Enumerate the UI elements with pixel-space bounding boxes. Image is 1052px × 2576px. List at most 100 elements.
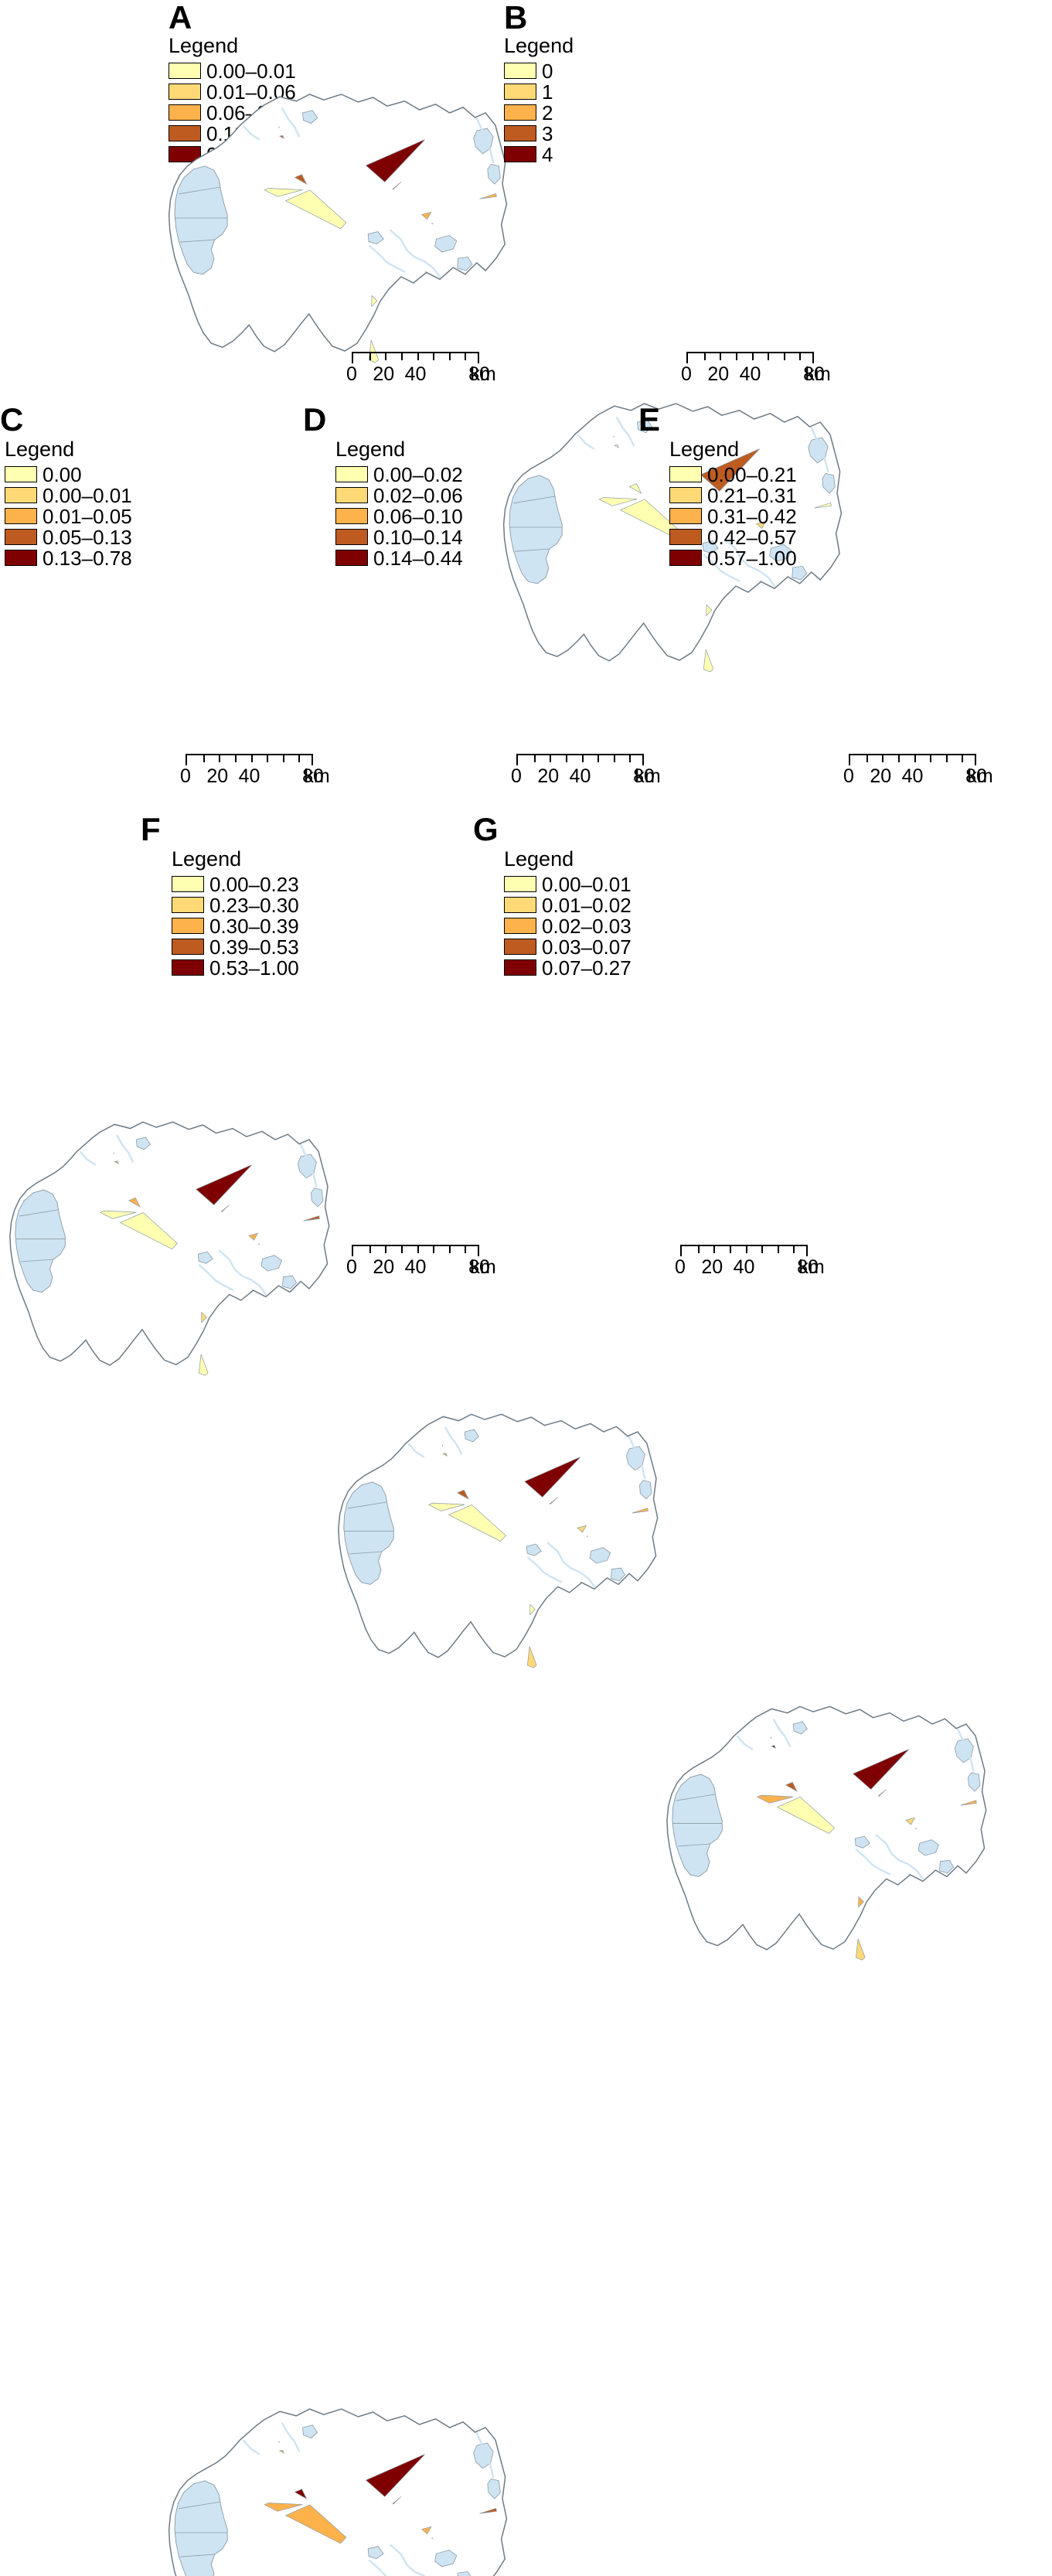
scale-bar-label: 40: [733, 1256, 755, 1278]
scale-bar-tick: [448, 353, 451, 360]
legend-swatch: [669, 466, 702, 482]
legend-swatch: [504, 63, 536, 79]
panel-letter-a: A: [169, 0, 192, 36]
sector-polygon: [277, 126, 280, 129]
sector-polygon: [284, 189, 347, 230]
scale-bar-tick: [550, 755, 552, 762]
country-outline: [502, 403, 843, 662]
legend-swatch: [504, 959, 536, 976]
scale-bar-tick: [793, 1246, 795, 1253]
scale-bar-tick: [465, 1246, 467, 1253]
scale-bar-tick: [713, 1246, 716, 1253]
scale-bar-unit: km: [805, 363, 831, 385]
legend-row: 1: [504, 81, 574, 102]
legend-swatch: [335, 550, 368, 566]
river: [299, 1143, 318, 1187]
scale-bar-tick: [581, 755, 584, 762]
legend-row: 0.10–0.14: [335, 526, 463, 547]
scale-bar-tick: [735, 353, 737, 360]
legend-swatch: [172, 939, 204, 955]
water-body: [197, 1251, 213, 1264]
sector-polygon: [612, 435, 615, 438]
scale-bar-tick: [417, 1246, 419, 1253]
legend-swatch: [172, 897, 204, 913]
legend-label: 0.30–0.39: [209, 914, 299, 938]
scale-bar-label: 20: [206, 765, 229, 787]
legend-row: 0.02–0.06: [335, 485, 463, 506]
scale-bar-label: 40: [238, 765, 260, 787]
scale-bar-label: 40: [739, 363, 761, 385]
water-body: [302, 110, 318, 124]
legend-label: 4: [542, 142, 553, 166]
scale-bar-tick: [400, 353, 403, 360]
lake-kivu: [509, 475, 563, 584]
scale-bar-labels: 0 20 40 80 km: [675, 1256, 839, 1279]
sector-polygon: [914, 1828, 918, 1830]
scale-bar-unit: km: [304, 765, 330, 787]
legend-c: Legend 0.00 0.00–0.01 0.01–0.05 0.05–0.13 0.1…: [5, 438, 132, 568]
legend-row: 4: [504, 144, 574, 165]
map-d: [329, 1406, 1052, 1698]
legend-row: 0.00–0.02: [335, 464, 463, 485]
sector-polygon: [128, 1197, 141, 1208]
scale-bar-unit: km: [967, 765, 993, 787]
scale-bar-tick: [267, 755, 269, 762]
water-body: [457, 256, 473, 271]
legend-swatch: [5, 550, 37, 566]
sector-polygon: [700, 448, 761, 492]
sector-polygon: [441, 1444, 443, 1447]
legend-label: 0.01–0.02: [542, 893, 632, 917]
legend-row: 0.00–0.01: [169, 60, 296, 81]
legend-row: 0.05–0.13: [5, 526, 132, 547]
legend-row: 0.06–0.10: [335, 506, 463, 526]
legend-label: 0.01–0.05: [43, 504, 132, 528]
sector-polygons: [598, 435, 832, 673]
country-outline: [168, 94, 508, 353]
legend-row: 0.00–0.01: [5, 485, 132, 506]
legend-row: 2: [504, 102, 574, 123]
legend-swatch: [504, 83, 536, 100]
scale-bar-f: 0 20 40 80 km: [346, 1245, 510, 1279]
sector-polygon: [220, 1205, 230, 1213]
sector-polygon: [294, 174, 308, 185]
sector-polygons: [264, 126, 497, 363]
scale-bar-tick: [930, 755, 932, 762]
scale-bar-label: 0: [346, 1256, 357, 1278]
scale-bar-label: 80: [797, 1256, 819, 1278]
scale-bar-label: 80: [633, 765, 655, 787]
scale-bar-line: [849, 754, 976, 765]
sector-polygon: [613, 444, 619, 448]
scale-bar-label: 20: [373, 1256, 395, 1278]
scale-bar-label: 80: [468, 1256, 490, 1278]
scale-bar-tick: [629, 755, 632, 762]
scale-bar-tick: [962, 755, 964, 762]
scale-bar-tick: [866, 755, 868, 762]
panel-letter-f: F: [141, 811, 161, 847]
water-body: [434, 234, 458, 253]
legend-d: Legend 0.00–0.02 0.02–0.06 0.06–0.10 0.10–0.…: [335, 438, 463, 568]
legend-label: 0.00–0.02: [373, 462, 463, 486]
legend-e: Legend 0.00–0.21 0.21–0.31 0.31–0.42 0.42–0.…: [669, 438, 797, 568]
legend-g: Legend 0.00–0.01 0.01–0.02 0.02–0.03 0.03–0.…: [504, 847, 632, 978]
legend-row: 0.21–0.31: [669, 485, 797, 506]
legend-label: 2: [542, 101, 553, 124]
legend-b: Legend 0 1 2 3 4: [504, 34, 574, 165]
river: [368, 244, 406, 273]
scale-bar-e: 0 20 40 80 km: [843, 754, 1007, 789]
choropleth-map: [666, 1705, 987, 1961]
legend-label: 0.21–0.31: [707, 483, 797, 507]
lake-division-line: [515, 548, 550, 552]
legend-swatch: [504, 876, 536, 892]
legend-label: 0.31–0.42: [707, 504, 797, 528]
legend-row: 0.00–0.23: [172, 874, 299, 894]
sector-polygon: [303, 1215, 320, 1222]
river: [390, 229, 441, 278]
scale-bar-tick: [219, 755, 221, 762]
scale-bar-line: [680, 1245, 808, 1256]
sector-polygon: [706, 604, 713, 617]
legend-label: 1: [542, 80, 553, 104]
scale-bar-tick: [250, 755, 253, 762]
legend-label: 0.06–0.10: [373, 504, 463, 528]
scale-bar-tick: [751, 353, 754, 360]
map-c: [0, 1113, 1052, 1406]
